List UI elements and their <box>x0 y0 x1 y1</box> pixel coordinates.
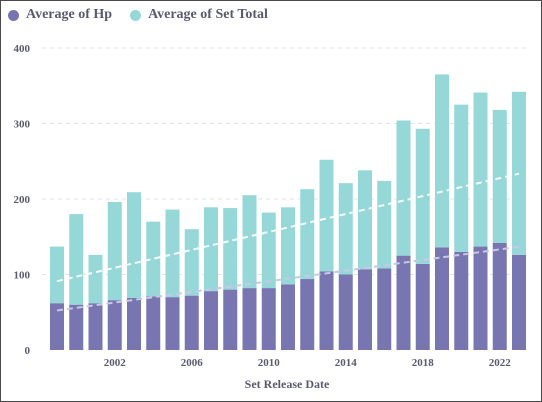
y-tick-label: 200 <box>14 194 31 206</box>
bar-hp[interactable] <box>242 288 257 350</box>
trendlines <box>56 172 520 312</box>
bar-hp[interactable] <box>127 297 141 350</box>
bar-hp[interactable] <box>281 284 295 350</box>
bar-hp[interactable] <box>300 279 315 350</box>
bar-set-total[interactable] <box>127 192 141 298</box>
bar-hp[interactable] <box>223 289 238 350</box>
bar-set-total[interactable] <box>107 202 122 301</box>
bar-hp[interactable] <box>261 288 276 350</box>
trendline-hp <box>56 245 520 312</box>
bar-set-total[interactable] <box>396 120 411 256</box>
bar-set-total[interactable] <box>281 207 295 285</box>
bar-set-total[interactable] <box>69 214 84 305</box>
bar-hp[interactable] <box>415 263 430 350</box>
y-tick-label: 100 <box>14 270 31 282</box>
legend-item-hp[interactable]: Average of Hp <box>8 7 112 23</box>
bar-set-total[interactable] <box>338 183 353 275</box>
chart-legend: Average of Hp Average of Set Total <box>8 4 268 26</box>
bar-set-total[interactable] <box>454 104 469 252</box>
bar-hp[interactable] <box>88 303 103 350</box>
bar-hp[interactable] <box>69 304 84 350</box>
bar-set-total[interactable] <box>88 254 103 304</box>
bar-hp[interactable] <box>454 251 469 350</box>
bar-hp[interactable] <box>184 295 199 350</box>
x-tick-label: 2006 <box>181 357 204 369</box>
bar-set-total[interactable] <box>204 207 218 292</box>
x-tick-label: 2018 <box>412 357 435 369</box>
bar-set-total[interactable] <box>512 91 526 255</box>
bar-set-total[interactable] <box>223 208 238 290</box>
legend-swatch-set-total <box>130 9 142 21</box>
bar-set-total[interactable] <box>435 74 449 248</box>
bar-hp[interactable] <box>319 271 334 350</box>
x-tick-label: 2022 <box>489 357 512 369</box>
bar-set-total[interactable] <box>300 189 315 280</box>
bar-hp[interactable] <box>338 274 353 351</box>
bar-hp[interactable] <box>358 269 372 350</box>
y-tick-label: 300 <box>14 119 31 131</box>
bar-hp[interactable] <box>396 255 411 350</box>
bar-hp[interactable] <box>107 300 122 350</box>
x-tick-label: 2002 <box>104 357 127 369</box>
bar-set-total[interactable] <box>358 170 372 270</box>
y-axis-ticks: 0 100 200 300 400 <box>14 43 31 357</box>
bar-hp[interactable] <box>435 247 449 350</box>
bars <box>50 74 526 350</box>
bar-set-total[interactable] <box>165 209 180 298</box>
legend-item-set-total[interactable]: Average of Set Total <box>130 7 268 23</box>
bar-hp[interactable] <box>204 291 218 350</box>
y-tick-label: 0 <box>25 345 31 357</box>
legend-label-set-total: Average of Set Total <box>148 7 268 22</box>
bar-set-total[interactable] <box>261 212 276 289</box>
bar-hp[interactable] <box>146 296 161 350</box>
legend-swatch-hp <box>8 9 19 21</box>
x-tick-label: 2014 <box>335 357 358 369</box>
bar-set-total[interactable] <box>473 92 488 247</box>
y-tick-label: 400 <box>14 43 31 55</box>
bar-set-total[interactable] <box>146 221 161 297</box>
bar-set-total[interactable] <box>242 195 257 289</box>
x-axis-ticks: 2002 2006 2010 2014 2018 2022 <box>104 357 512 369</box>
bar-hp[interactable] <box>473 246 488 350</box>
bar-set-total[interactable] <box>377 180 392 269</box>
bar-hp[interactable] <box>50 303 64 350</box>
trendline-set-total <box>56 172 520 283</box>
legend-label-hp: Average of Hp <box>26 7 113 22</box>
x-axis-title: Set Release Date <box>245 377 330 391</box>
bar-set-total[interactable] <box>50 246 64 304</box>
x-tick-label: 2010 <box>258 357 281 369</box>
bar-hp[interactable] <box>165 297 180 350</box>
bar-hp[interactable] <box>512 254 526 350</box>
bar-set-total[interactable] <box>319 159 334 272</box>
bar-hp[interactable] <box>377 268 392 350</box>
bar-set-total[interactable] <box>184 229 199 296</box>
bar-set-total[interactable] <box>492 109 507 243</box>
bar-hp[interactable] <box>492 242 507 350</box>
